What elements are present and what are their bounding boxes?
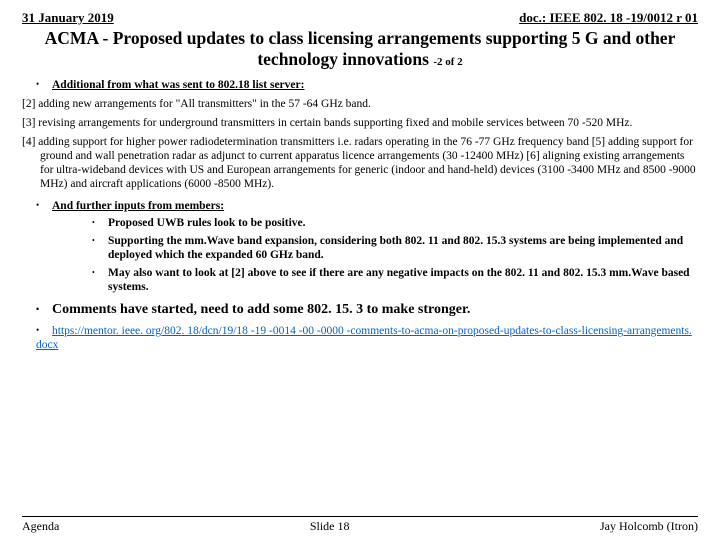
footer-left: Agenda — [22, 519, 59, 534]
sub-item-2: Supporting the mm.Wave band expansion, c… — [92, 235, 698, 263]
section2-heading-item: And further inputs from members: Propose… — [36, 196, 698, 294]
title-main: ACMA - Proposed updates to class licensi… — [45, 28, 676, 69]
section1-heading-item: Additional from what was sent to 802.18 … — [36, 75, 698, 93]
comments-list: Comments have started, need to add some … — [22, 302, 698, 319]
numbered-item-3: [3] revising arrangements for undergroun… — [22, 116, 698, 130]
header-row: 31 January 2019 doc.: IEEE 802. 18 -19/0… — [22, 10, 698, 26]
page-title: ACMA - Proposed updates to class licensi… — [22, 28, 698, 69]
sub-item-1: Proposed UWB rules look to be positive. — [92, 217, 698, 231]
link-line: https://mentor. ieee. org/802. 18/dcn/19… — [36, 325, 698, 353]
header-date: 31 January 2019 — [22, 10, 114, 26]
sub-item-3: May also want to look at [2] above to se… — [92, 267, 698, 295]
document-link[interactable]: https://mentor. ieee. org/802. 18/dcn/19… — [36, 325, 692, 351]
section1-heading: Additional from what was sent to 802.18 … — [52, 79, 304, 91]
footer: Agenda Slide 18 Jay Holcomb (Itron) — [22, 516, 698, 534]
section2-heading: And further inputs from members: — [52, 200, 224, 212]
section2-sublist: Proposed UWB rules look to be positive. … — [36, 217, 698, 294]
title-sub: -2 of 2 — [433, 56, 462, 68]
footer-center: Slide 18 — [310, 519, 350, 534]
header-doc: doc.: IEEE 802. 18 -19/0012 r 01 — [519, 10, 698, 26]
link-list: https://mentor. ieee. org/802. 18/dcn/19… — [22, 325, 698, 353]
numbered-item-2: [2] adding new arrangements for "All tra… — [22, 97, 698, 111]
numbered-item-4: [4] adding support for higher power radi… — [22, 135, 698, 191]
footer-right: Jay Holcomb (Itron) — [600, 519, 698, 534]
content-list: Additional from what was sent to 802.18 … — [22, 75, 698, 93]
section2-list: And further inputs from members: Propose… — [22, 196, 698, 294]
comments-line: Comments have started, need to add some … — [36, 302, 698, 319]
